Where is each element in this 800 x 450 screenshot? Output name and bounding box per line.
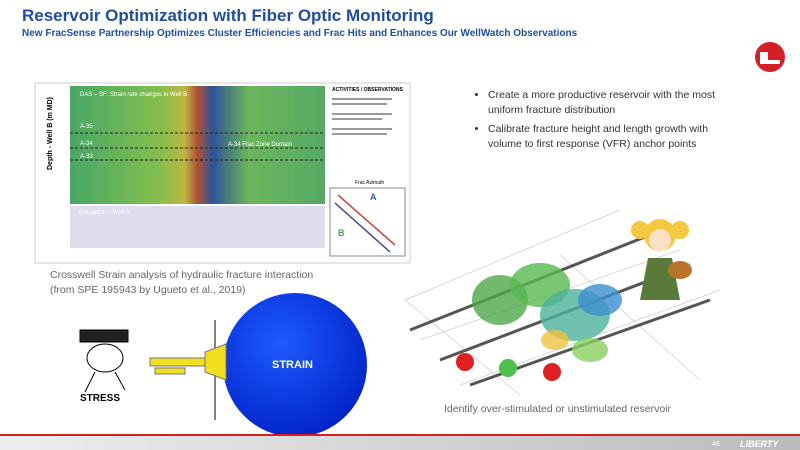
footer-bar bbox=[0, 434, 800, 450]
slide-title: Reservoir Optimization with Fiber Optic … bbox=[22, 6, 434, 25]
good-icon bbox=[499, 359, 517, 377]
azimuth-title: Frac Azimuth bbox=[355, 180, 384, 186]
bad-icon bbox=[456, 353, 474, 371]
zone-label: A-34 Frac Zone Domain bbox=[228, 142, 292, 148]
page-number: 46 bbox=[712, 441, 720, 448]
logo-mark bbox=[760, 52, 780, 64]
girl-cartoon bbox=[631, 219, 692, 300]
simulation-panel bbox=[70, 206, 325, 248]
y-axis-label: Depth - Well B (m MD) bbox=[47, 97, 54, 170]
heatmap bbox=[70, 86, 325, 204]
activities-title: ACTIVITIES / OBSERVATIONS bbox=[332, 87, 404, 93]
reservoir-caption: Identify over-stimulated or unstimulated… bbox=[444, 403, 672, 415]
caption-line: (from SPE 195943 by Ugueto et al., 2019) bbox=[50, 284, 246, 296]
strain-caption: Crosswell Strain analysis of hydraulic f… bbox=[50, 268, 313, 298]
strain-label: STRAIN bbox=[272, 359, 313, 371]
well-label: A bbox=[370, 192, 377, 202]
trumpet bbox=[149, 343, 227, 381]
brand: LIBERTY bbox=[740, 439, 779, 449]
bad-icon bbox=[543, 363, 561, 381]
stage-label: A-34 bbox=[80, 141, 93, 147]
bullet-list: Create a more productive reservoir with … bbox=[474, 88, 738, 156]
man-sketch bbox=[79, 329, 129, 393]
well-label: B bbox=[338, 228, 345, 238]
activity-text bbox=[332, 98, 392, 135]
logo bbox=[755, 42, 785, 72]
caption-line: Crosswell Strain analysis of hydraulic f… bbox=[50, 269, 314, 281]
strain-balloon bbox=[223, 293, 367, 437]
stage-label: A-35 bbox=[80, 124, 93, 130]
footer-stripe bbox=[0, 434, 800, 436]
heatmap-shade bbox=[70, 86, 325, 204]
azimuth-lines bbox=[334, 194, 396, 253]
panel-label: DAS – SF: Strain rate changes in Well B bbox=[80, 92, 187, 98]
stage-label: A-33 bbox=[80, 154, 93, 160]
sim-label: Simulation – Well A bbox=[78, 210, 130, 216]
bullet: Calibrate fracture height and length gro… bbox=[488, 122, 738, 152]
bullet: Create a more productive reservoir with … bbox=[488, 88, 738, 118]
stress-label: STRESS bbox=[80, 393, 120, 404]
slide-subtitle: New FracSense Partnership Optimizes Clus… bbox=[22, 28, 578, 39]
fractures bbox=[472, 263, 622, 362]
